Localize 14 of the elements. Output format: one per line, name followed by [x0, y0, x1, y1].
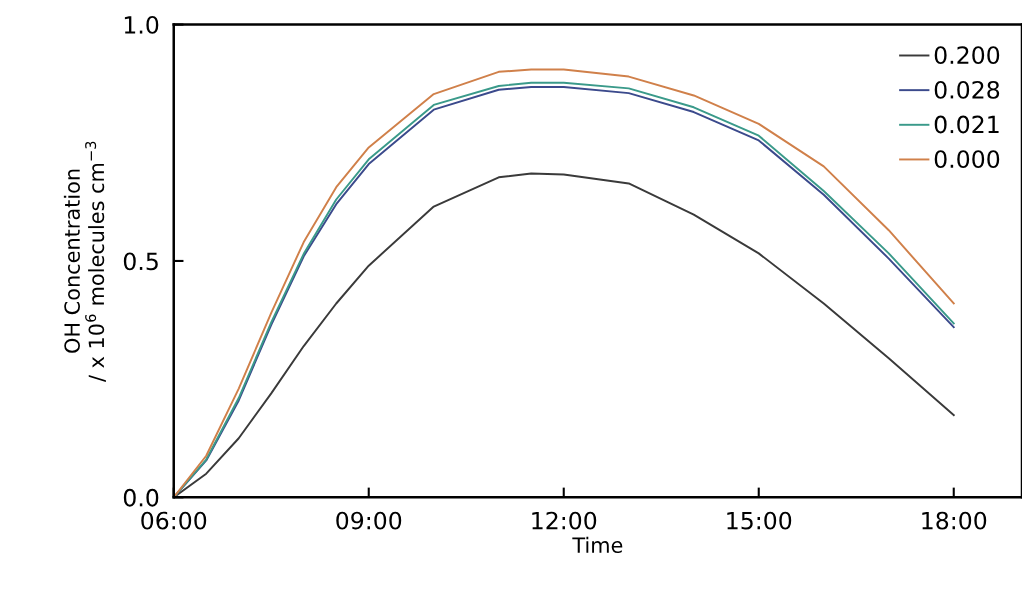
y-axis-title: OH Concentration / x 10$^{6}$ molecules cm$^{−3}$ — [63, 141, 106, 383]
x-tick-label: 06:00 — [141, 511, 207, 530]
y-tick-label: 1.0 — [124, 16, 159, 34]
legend-label: 0.200 — [934, 46, 1000, 65]
legend-label: 0.028 — [934, 80, 1000, 99]
x-tick-label: 15:00 — [727, 511, 792, 530]
x-tick-label: 09:00 — [336, 511, 402, 530]
legend-label: 0.000 — [934, 150, 1000, 169]
x-tick-label: 12:00 — [532, 511, 597, 530]
x-axis-title: Time — [572, 536, 623, 553]
y-tick-label: 0.5 — [123, 252, 158, 271]
y-tick-label: 0.0 — [123, 488, 159, 507]
legend-label: 0.021 — [934, 115, 999, 134]
x-tick-label: 18:00 — [922, 511, 987, 530]
